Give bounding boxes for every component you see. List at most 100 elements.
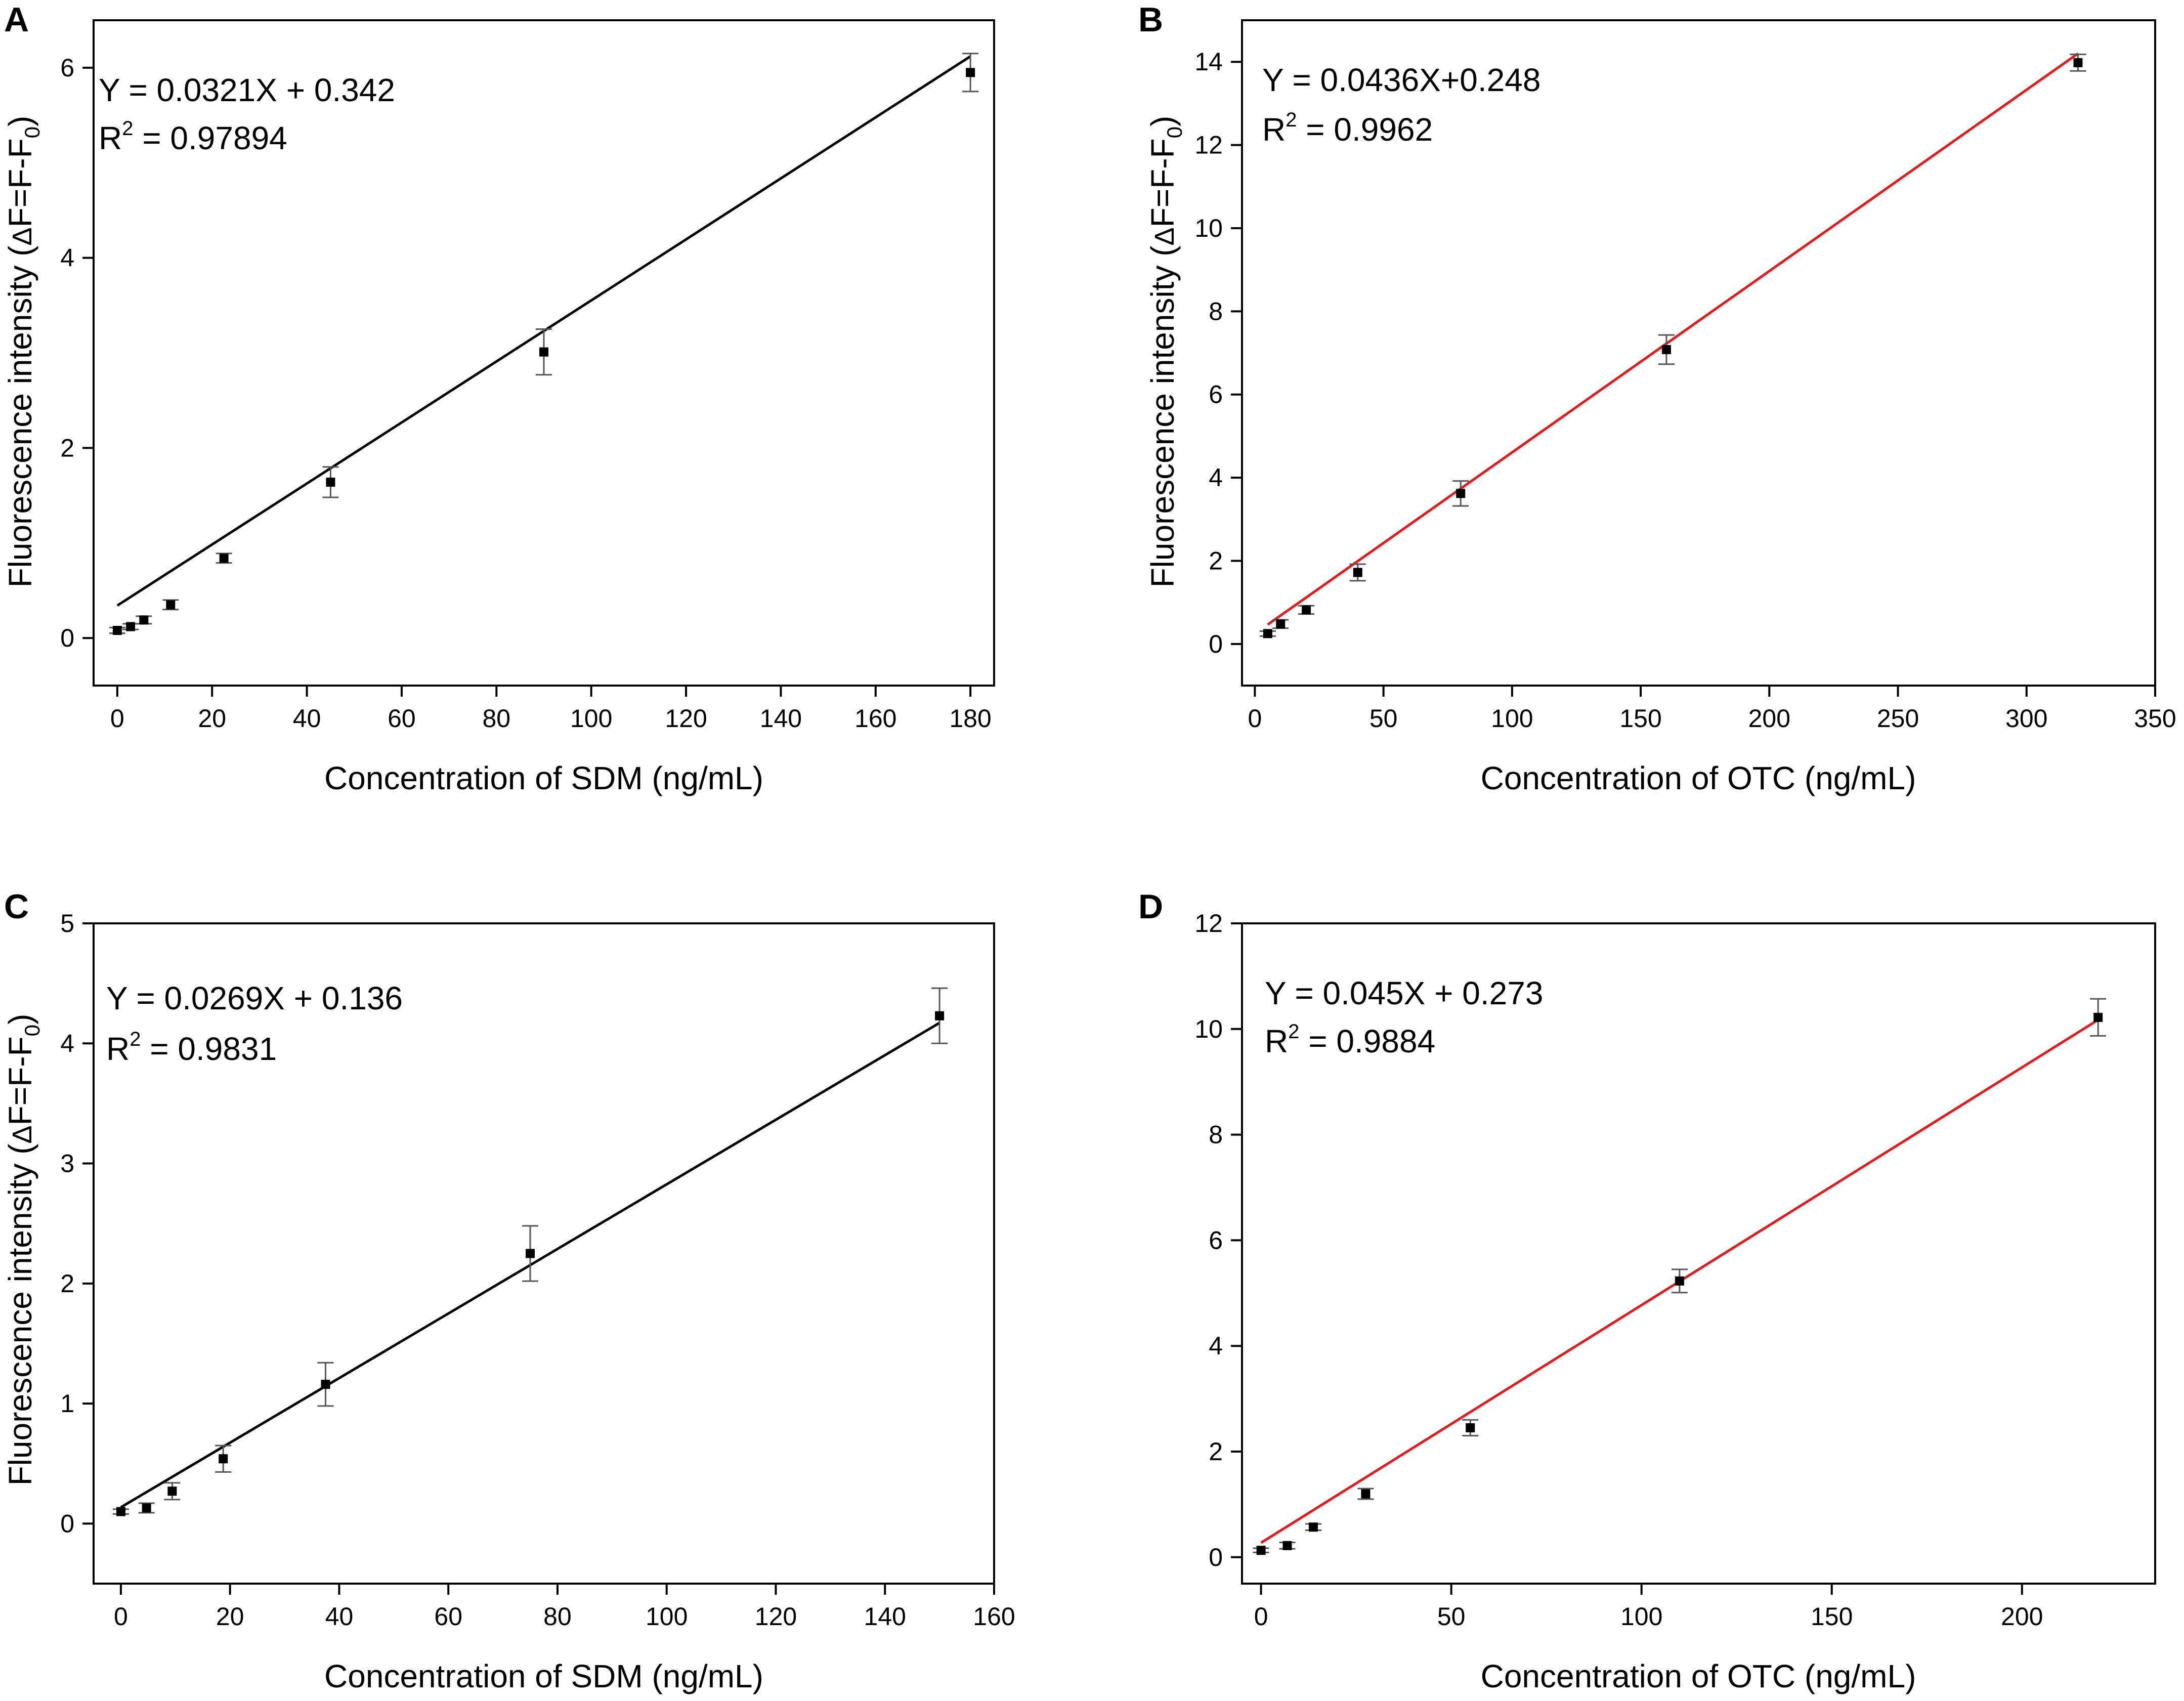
x-tick-label: 300 — [2005, 704, 2047, 733]
r-squared-value: = 0.97894 — [133, 120, 287, 156]
panel-letter: A — [4, 1, 29, 39]
y-tick-label: 2 — [1209, 546, 1223, 575]
data-point — [167, 1486, 177, 1496]
x-tick-label: 100 — [1491, 704, 1533, 733]
y-axis-title: Fluorescence intensity (ΔF=F-F0) — [2, 1014, 44, 1486]
x-tick-label: 180 — [949, 704, 991, 733]
y-tick-label: 1 — [60, 1389, 74, 1418]
y-tick-label: 6 — [60, 54, 74, 82]
y-tick-label: 0 — [1209, 630, 1223, 658]
y-tick-label: 12 — [1194, 909, 1223, 938]
y-tick-label: 8 — [1209, 297, 1223, 325]
data-point — [219, 554, 229, 563]
data-point — [1353, 568, 1362, 577]
y-tick-label: 4 — [1209, 1332, 1223, 1360]
x-tick-label: 80 — [543, 1602, 572, 1631]
r-squared-label: R — [99, 120, 122, 156]
plot-frame — [1241, 922, 2156, 1585]
fit-equation: Y = 0.0321X + 0.342 — [99, 72, 395, 108]
y-tick-label: 0 — [60, 624, 74, 652]
r-squared-exponent: 2 — [1288, 1020, 1299, 1043]
r-squared-exponent: 2 — [1286, 109, 1297, 131]
data-point — [2073, 58, 2083, 67]
r-squared-label: R — [1265, 1023, 1288, 1059]
data-point — [166, 600, 176, 610]
plot-frame — [1241, 19, 2156, 687]
y-tick-label: 5 — [60, 909, 74, 938]
y-tick-label: 6 — [1209, 1226, 1223, 1254]
data-point — [219, 1454, 228, 1464]
data-point — [142, 1503, 151, 1513]
x-tick-label: 40 — [293, 704, 321, 733]
y-tick-label: 2 — [1209, 1437, 1223, 1466]
x-tick-label: 40 — [325, 1602, 354, 1631]
x-tick-label: 120 — [755, 1602, 797, 1631]
r-squared: R2 = 0.97894 — [99, 117, 287, 156]
r-squared-value: = 0.9962 — [1297, 111, 1433, 148]
x-tick-label: 250 — [1877, 704, 1919, 733]
data-point — [1661, 345, 1671, 354]
y-tick-label: 2 — [60, 434, 74, 462]
panel-c: 0 20 40 60 80 100 120 140 160 0 1 2 3 4 5 C Y = 0.0269X … — [2, 887, 1015, 1694]
fit-equation: Y = 0.0436X+0.248 — [1262, 62, 1540, 98]
x-tick-label: 150 — [1619, 704, 1661, 733]
r-squared-exponent: 2 — [130, 1028, 141, 1050]
x-tick-label: 140 — [760, 704, 802, 733]
y-tick-label: 0 — [60, 1509, 74, 1538]
r-squared-value: = 0.9884 — [1299, 1023, 1435, 1059]
x-tick-label: 200 — [1748, 704, 1790, 733]
x-tick-label: 20 — [216, 1602, 244, 1631]
r-squared-exponent: 2 — [122, 117, 133, 140]
data-point — [1282, 1541, 1292, 1550]
r-squared: R2 = 0.9884 — [1265, 1020, 1435, 1059]
plot-frame — [93, 19, 995, 687]
data-point — [326, 477, 335, 487]
x-tick-label: 80 — [483, 704, 511, 733]
data-point — [1466, 1423, 1475, 1433]
data-point — [321, 1380, 330, 1389]
data-point — [1263, 629, 1272, 639]
x-tick-label: 50 — [1369, 704, 1398, 733]
x-tick-label: 50 — [1437, 1602, 1466, 1631]
x-tick-label: 0 — [1248, 704, 1262, 733]
r-squared: R2 = 0.9962 — [1262, 109, 1433, 148]
data-point — [1456, 489, 1466, 498]
x-tick-label: 120 — [665, 704, 707, 733]
x-tick-label: 160 — [973, 1602, 1015, 1631]
y-tick-label: 14 — [1194, 48, 1223, 76]
x-tick-label: 0 — [114, 1602, 128, 1631]
x-tick-label: 60 — [434, 1602, 462, 1631]
panel-d: 0 50 100 150 200 0 2 4 6 8 10 12 D Y = 0.045X + 0.273… — [1138, 887, 2156, 1694]
x-tick-label: 20 — [198, 704, 226, 733]
x-tick-label: 100 — [1620, 1602, 1662, 1631]
x-axis-title: Concentration of OTC (ng/mL) — [1481, 1658, 1916, 1694]
data-point — [1309, 1522, 1318, 1532]
y-tick-label: 10 — [1194, 1015, 1223, 1043]
data-point — [1256, 1546, 1266, 1555]
y-tick-label: 4 — [1209, 463, 1223, 492]
y-tick-label: 8 — [1209, 1121, 1223, 1149]
x-tick-label: 100 — [646, 1602, 688, 1631]
fit-equation: Y = 0.045X + 0.273 — [1265, 975, 1543, 1011]
x-tick-label: 200 — [2001, 1602, 2043, 1631]
data-point — [526, 1249, 535, 1258]
y-tick-label: 6 — [1209, 380, 1223, 409]
fit-line — [1267, 52, 2079, 626]
data-point — [116, 1507, 125, 1516]
data-point — [935, 1011, 945, 1020]
r-squared-value: = 0.9831 — [141, 1031, 277, 1067]
y-tick-label: 3 — [60, 1150, 74, 1178]
x-tick-label: 60 — [388, 704, 416, 733]
data-point — [112, 626, 122, 635]
x-tick-label: 350 — [2134, 704, 2176, 733]
y-axis-title: Fluorescence intensity (ΔF=F-F0) — [2, 116, 44, 588]
y-tick-label: 12 — [1194, 131, 1223, 159]
x-tick-label: 150 — [1811, 1602, 1853, 1631]
panel-letter: B — [1138, 1, 1163, 39]
data-point — [966, 68, 975, 77]
data-point — [126, 622, 136, 631]
y-tick-label: 2 — [60, 1269, 74, 1298]
data-point — [1361, 1489, 1371, 1499]
y-tick-label: 4 — [60, 244, 74, 272]
